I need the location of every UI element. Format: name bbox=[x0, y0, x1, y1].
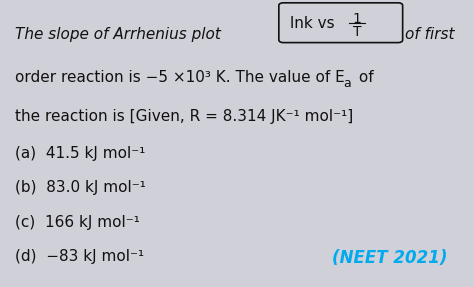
Text: (b)  83.0 kJ mol⁻¹: (b) 83.0 kJ mol⁻¹ bbox=[15, 181, 146, 195]
Text: T: T bbox=[353, 25, 361, 39]
Text: The slope of Arrhenius plot: The slope of Arrhenius plot bbox=[15, 27, 221, 42]
Text: lnk vs: lnk vs bbox=[290, 16, 340, 31]
Text: the reaction is [Given, R = 8.314 JK⁻¹ mol⁻¹]: the reaction is [Given, R = 8.314 JK⁻¹ m… bbox=[15, 109, 354, 124]
Text: of first: of first bbox=[405, 27, 455, 42]
Text: 1: 1 bbox=[352, 12, 361, 26]
Text: (NEET 2021): (NEET 2021) bbox=[332, 249, 447, 267]
Text: (d)  −83 kJ mol⁻¹: (d) −83 kJ mol⁻¹ bbox=[15, 249, 144, 264]
Text: order reaction is −5 ×10³ K. The value of E: order reaction is −5 ×10³ K. The value o… bbox=[15, 70, 345, 85]
Text: (a)  41.5 kJ mol⁻¹: (a) 41.5 kJ mol⁻¹ bbox=[15, 146, 146, 161]
FancyBboxPatch shape bbox=[279, 3, 402, 42]
Text: of: of bbox=[355, 70, 374, 85]
Text: a: a bbox=[343, 77, 351, 90]
Text: (c)  166 kJ mol⁻¹: (c) 166 kJ mol⁻¹ bbox=[15, 215, 140, 230]
